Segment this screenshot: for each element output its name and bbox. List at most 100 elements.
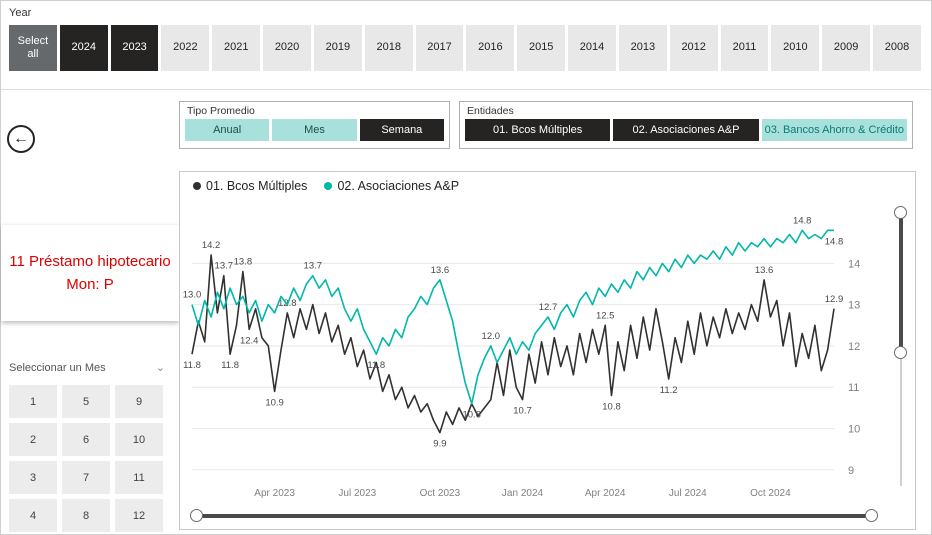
entidades-slicer: Entidades 01. Bcos Múltiples 02. Asociac… <box>459 101 913 149</box>
month-button-11[interactable]: 11 <box>115 461 163 494</box>
svg-text:9.9: 9.9 <box>433 439 446 450</box>
year-button-2013[interactable]: 2013 <box>618 25 667 71</box>
x-slider-left-handle[interactable] <box>190 509 203 522</box>
svg-text:13.7: 13.7 <box>215 261 234 272</box>
legend-item-asociaciones[interactable]: 02. Asociaciones A&P <box>323 179 459 193</box>
svg-text:Oct 2023: Oct 2023 <box>420 488 461 499</box>
entidad-bcos-multiples-button[interactable]: 01. Bcos Múltiples <box>465 119 611 141</box>
year-button-2017[interactable]: 2017 <box>415 25 464 71</box>
chart-legend: 01. Bcos Múltiples 02. Asociaciones A&P <box>192 179 459 193</box>
month-button-9[interactable]: 9 <box>115 385 163 418</box>
svg-text:10.7: 10.7 <box>513 406 532 417</box>
year-button-2018[interactable]: 2018 <box>364 25 413 71</box>
month-button-2[interactable]: 2 <box>9 423 57 456</box>
svg-text:12.7: 12.7 <box>539 302 558 313</box>
svg-text:14.8: 14.8 <box>793 215 812 226</box>
svg-text:12.5: 12.5 <box>596 310 615 321</box>
y-slider-bottom-handle[interactable] <box>894 346 907 359</box>
report-title-line1: 11 Préstamo hipotecario <box>9 252 171 270</box>
year-button-2022[interactable]: 2022 <box>161 25 210 71</box>
y-slider-range[interactable] <box>899 212 903 352</box>
x-axis-range-slider <box>190 509 878 523</box>
month-button-3[interactable]: 3 <box>9 461 57 494</box>
year-button-2020[interactable]: 2020 <box>263 25 311 71</box>
year-button-2008[interactable]: 2008 <box>873 25 921 71</box>
svg-text:11.8: 11.8 <box>221 360 239 371</box>
svg-text:12.9: 12.9 <box>825 294 844 305</box>
month-button-6[interactable]: 6 <box>62 423 110 456</box>
month-button-4[interactable]: 4 <box>9 499 57 532</box>
report-title-line2: Mon: P <box>66 276 114 293</box>
svg-text:Jul 2023: Jul 2023 <box>338 488 376 499</box>
report-title-card: 11 Préstamo hipotecario Mon: P <box>1 225 179 321</box>
month-dropdown-label: Seleccionar un Mes <box>9 361 106 374</box>
svg-text:Jan 2024: Jan 2024 <box>502 488 544 499</box>
svg-text:9: 9 <box>848 465 854 477</box>
year-button-2014[interactable]: 2014 <box>568 25 616 71</box>
entidad-asociaciones-button[interactable]: 02. Asociaciones A&P <box>613 119 759 141</box>
svg-text:11.2: 11.2 <box>660 385 678 396</box>
year-button-2021[interactable]: 2021 <box>212 25 261 71</box>
legend-label: 02. Asociaciones A&P <box>337 179 460 193</box>
month-button-12[interactable]: 12 <box>115 499 163 532</box>
svg-text:11.8: 11.8 <box>183 360 201 371</box>
year-button-2024[interactable]: 2024 <box>59 25 108 71</box>
month-button-8[interactable]: 8 <box>62 499 110 532</box>
svg-text:13.0: 13.0 <box>183 290 202 301</box>
svg-text:11.8: 11.8 <box>367 360 385 371</box>
svg-text:12.4: 12.4 <box>240 335 259 346</box>
legend-item-bcos-multiples[interactable]: 01. Bcos Múltiples <box>192 179 307 193</box>
month-button-5[interactable]: 5 <box>62 385 110 418</box>
svg-text:13.8: 13.8 <box>234 257 253 268</box>
svg-text:12.0: 12.0 <box>482 331 501 342</box>
svg-text:11: 11 <box>848 382 859 394</box>
month-button-7[interactable]: 7 <box>62 461 110 494</box>
legend-dot-teal-icon <box>324 182 333 190</box>
line-chart-card: 01. Bcos Múltiples 02. Asociaciones A&P … <box>179 171 916 530</box>
svg-text:10.6: 10.6 <box>462 410 481 421</box>
svg-text:13.7: 13.7 <box>304 261 323 272</box>
tipo-promedio-slicer: Tipo Promedio Anual Mes Semana <box>179 101 450 149</box>
month-button-10[interactable]: 10 <box>115 423 163 456</box>
year-button-2023[interactable]: 2023 <box>110 25 159 71</box>
svg-text:13.6: 13.6 <box>431 265 450 276</box>
year-button-2012[interactable]: 2012 <box>669 25 718 71</box>
entidad-bancos-ahorro-button[interactable]: 03. Bancos Ahorro & Crédito <box>761 119 907 141</box>
year-button-2016[interactable]: 2016 <box>466 25 515 71</box>
entidades-title: Entidades <box>467 105 514 117</box>
year-button-2010[interactable]: 2010 <box>771 25 820 71</box>
y-slider-top-handle[interactable] <box>894 206 907 219</box>
year-filter-label: Year <box>9 7 32 19</box>
line-chart: 9 10 11 12 13 14 Apr 2023 Jul 2023 Oct 2023 Jan 2… <box>183 215 861 499</box>
svg-text:Oct 2024: Oct 2024 <box>750 488 791 499</box>
x-slider-right-handle[interactable] <box>865 509 878 522</box>
tipo-promedio-title: Tipo Promedio <box>187 105 255 117</box>
legend-label: 01. Bcos Múltiples <box>206 179 308 193</box>
tipo-anual-button[interactable]: Anual <box>185 119 270 141</box>
tipo-semana-button[interactable]: Semana <box>359 119 444 141</box>
header-divider <box>1 89 931 90</box>
svg-text:Apr 2023: Apr 2023 <box>254 488 295 499</box>
svg-text:10: 10 <box>848 424 860 436</box>
year-select-all-button[interactable]: Select all <box>9 25 57 71</box>
tipo-mes-button[interactable]: Mes <box>272 119 357 141</box>
month-dropdown[interactable]: Seleccionar un Mes ⌄ <box>9 361 165 375</box>
svg-text:14.8: 14.8 <box>825 236 844 247</box>
back-button[interactable]: ← <box>7 125 35 153</box>
month-grid: 1 5 9 2 6 10 3 7 11 4 8 12 <box>9 385 163 532</box>
year-button-2011[interactable]: 2011 <box>720 25 769 71</box>
svg-text:12: 12 <box>848 341 860 353</box>
svg-text:14: 14 <box>848 258 860 270</box>
y-axis-range-slider <box>894 206 908 486</box>
svg-text:13: 13 <box>848 300 860 312</box>
svg-text:Apr 2024: Apr 2024 <box>585 488 626 499</box>
x-slider-range[interactable] <box>196 514 872 518</box>
year-button-2015[interactable]: 2015 <box>517 25 566 71</box>
year-button-2019[interactable]: 2019 <box>313 25 362 71</box>
svg-text:13.6: 13.6 <box>755 265 774 276</box>
legend-dot-dark-icon <box>193 182 201 190</box>
back-arrow-icon: ← <box>13 130 29 147</box>
month-button-1[interactable]: 1 <box>9 385 57 418</box>
year-button-2009[interactable]: 2009 <box>822 25 871 71</box>
